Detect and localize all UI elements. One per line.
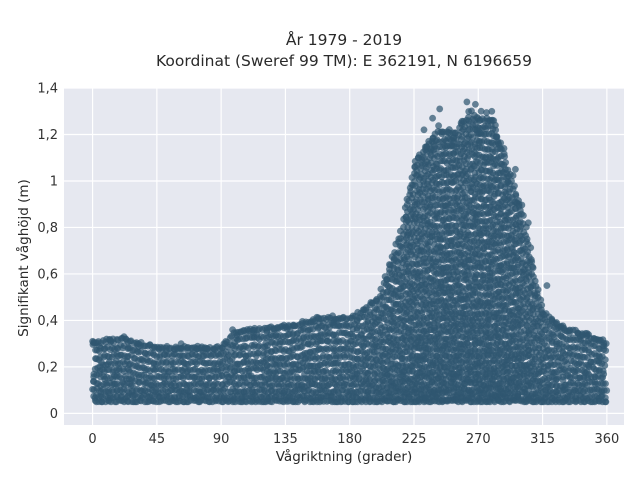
data-point: [435, 122, 443, 130]
data-point: [483, 114, 491, 122]
data-point: [603, 386, 611, 395]
x-tick-label: 135: [273, 432, 298, 447]
data-point: [280, 321, 288, 329]
data-point: [446, 135, 454, 143]
data-point: [429, 114, 437, 122]
x-tick-label: 225: [402, 432, 427, 447]
x-axis-title: Vågriktning (grader): [276, 448, 413, 465]
data-point: [602, 398, 610, 406]
data-point: [524, 219, 532, 227]
data-point: [471, 100, 479, 108]
data-point: [538, 301, 546, 309]
data-point: [502, 158, 510, 167]
data-point: [420, 126, 428, 134]
x-tick-label: 90: [213, 432, 230, 447]
data-point: [601, 380, 610, 388]
data-point: [177, 340, 185, 348]
data-point: [510, 182, 519, 190]
data-point: [436, 105, 444, 113]
data-point: [523, 235, 531, 243]
data-point: [600, 370, 608, 378]
data-point: [509, 171, 517, 180]
data-point: [457, 119, 465, 127]
data-point: [602, 340, 610, 348]
data-point: [463, 98, 471, 106]
x-tick-label: 270: [466, 432, 491, 447]
data-point: [527, 244, 535, 252]
data-point: [120, 333, 128, 341]
y-tick-label: 0,6: [37, 267, 58, 282]
data-point: [519, 211, 527, 220]
x-tick-label: 180: [337, 432, 362, 447]
y-tick-label: 0,8: [37, 221, 58, 236]
data-point: [488, 107, 496, 115]
chart-subtitle: Koordinat (Sweref 99 TM): E 362191, N 61…: [156, 52, 532, 70]
y-tick-label: 1,4: [37, 82, 58, 97]
y-tick-label: 0: [50, 407, 58, 422]
data-point: [531, 277, 539, 285]
data-point: [329, 312, 337, 320]
data-point: [543, 282, 551, 290]
data-point: [89, 337, 97, 345]
data-point: [500, 144, 508, 152]
data-point: [601, 356, 609, 364]
y-axis-title: Signifikant våghöjd (m): [15, 179, 32, 337]
y-tick-label: 1,2: [37, 128, 58, 143]
data-point: [560, 326, 568, 334]
chart-title: År 1979 - 2019: [286, 30, 402, 49]
y-tick-label: 0,4: [37, 314, 58, 329]
data-point: [533, 289, 541, 298]
data-point: [477, 107, 485, 115]
x-tick-label: 0: [88, 432, 96, 447]
data-point: [528, 258, 536, 266]
y-axis-ticks: 0 0,2 0,4 0,6 0,8 1 1,2 1,4: [37, 82, 58, 422]
data-point: [512, 190, 520, 198]
data-points: [89, 98, 611, 406]
data-point: [491, 121, 499, 129]
x-tick-label: 315: [530, 432, 555, 447]
data-point: [529, 264, 537, 272]
y-tick-label: 0,2: [37, 360, 58, 375]
data-point: [511, 165, 519, 173]
x-tick-label: 360: [594, 432, 619, 447]
data-point: [414, 154, 422, 162]
y-tick-label: 1: [50, 174, 58, 189]
data-point: [229, 326, 237, 334]
x-axis-ticks: 0 45 90 135 180 225 270 315 360: [88, 432, 619, 447]
x-tick-label: 45: [149, 432, 166, 447]
